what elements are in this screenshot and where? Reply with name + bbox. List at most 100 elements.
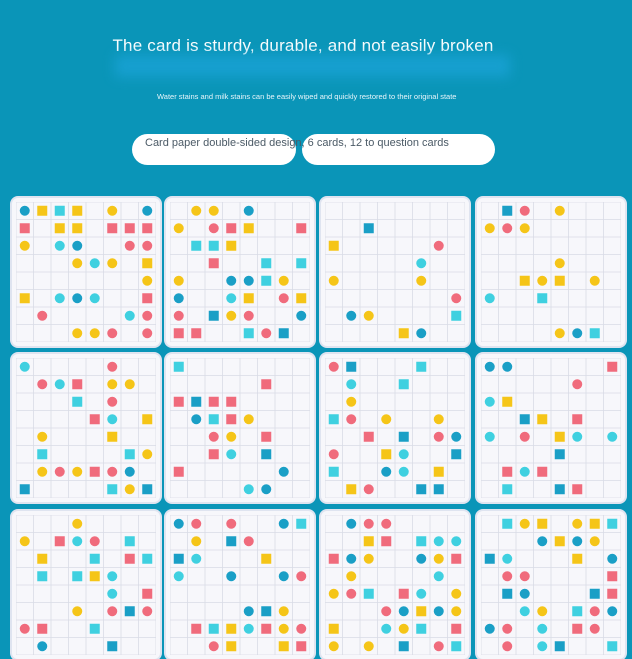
square-token <box>89 553 100 564</box>
circle-token <box>589 606 600 617</box>
square-token <box>243 293 254 304</box>
circle-token <box>416 275 427 286</box>
square-token <box>226 536 237 547</box>
square-token <box>208 310 219 321</box>
circle-token <box>142 310 153 321</box>
puzzle-card <box>166 354 314 502</box>
circle-token <box>191 536 202 547</box>
square-token <box>261 623 272 634</box>
circle-token <box>433 606 444 617</box>
square-token <box>278 641 289 652</box>
circle-token <box>72 536 83 547</box>
circle-token <box>416 258 427 269</box>
circle-token <box>519 466 530 477</box>
square-token <box>589 328 600 339</box>
square-token <box>191 240 202 251</box>
circle-token <box>89 536 100 547</box>
square-token <box>191 623 202 634</box>
circle-token <box>278 571 289 582</box>
square-token <box>124 223 135 234</box>
circle-token <box>107 379 118 390</box>
circle-token <box>296 623 307 634</box>
square-token <box>142 484 153 495</box>
square-token <box>537 293 548 304</box>
square-token <box>607 641 618 652</box>
circle-token <box>451 536 462 547</box>
circle-token <box>191 518 202 529</box>
square-token <box>226 396 237 407</box>
circle-token <box>537 606 548 617</box>
square-token <box>416 623 427 634</box>
headline: The card is sturdy, durable, and not eas… <box>112 36 494 55</box>
square-token <box>142 223 153 234</box>
card-grid-pattern <box>16 202 156 342</box>
square-token <box>226 414 237 425</box>
square-token <box>296 641 307 652</box>
circle-token <box>346 414 357 425</box>
square-token <box>363 223 374 234</box>
puzzle-card <box>166 511 314 659</box>
circle-token <box>607 553 618 564</box>
circle-token <box>484 623 495 634</box>
card-grid-pattern <box>325 202 465 342</box>
circle-token <box>296 310 307 321</box>
circle-token <box>37 431 48 442</box>
circle-token <box>346 571 357 582</box>
circle-token <box>72 518 83 529</box>
square-token <box>89 466 100 477</box>
card-grid-pattern <box>170 515 310 655</box>
circle-token <box>54 379 65 390</box>
square-token <box>173 396 184 407</box>
circle-token <box>107 588 118 599</box>
circle-token <box>278 518 289 529</box>
square-token <box>416 606 427 617</box>
circle-token <box>433 240 444 251</box>
circle-token <box>398 449 409 460</box>
circle-token <box>243 310 254 321</box>
circle-token <box>346 396 357 407</box>
circle-token <box>243 275 254 286</box>
circle-token <box>572 518 583 529</box>
circle-token <box>142 240 153 251</box>
square-token <box>72 396 83 407</box>
circle-token <box>19 536 30 547</box>
square-token <box>554 536 565 547</box>
square-token <box>519 275 530 286</box>
square-token <box>398 641 409 652</box>
circle-token <box>19 623 30 634</box>
square-token <box>554 449 565 460</box>
circle-token <box>37 641 48 652</box>
circle-token <box>451 606 462 617</box>
card-grid-pattern <box>170 202 310 342</box>
square-token <box>607 518 618 529</box>
square-token <box>124 553 135 564</box>
square-token <box>398 588 409 599</box>
circle-token <box>243 205 254 216</box>
square-token <box>89 623 100 634</box>
circle-token <box>124 310 135 321</box>
circle-token <box>363 518 374 529</box>
square-token <box>72 571 83 582</box>
square-token <box>124 606 135 617</box>
square-token <box>142 258 153 269</box>
circle-token <box>433 641 444 652</box>
square-token <box>208 240 219 251</box>
circle-token <box>416 553 427 564</box>
square-token <box>89 414 100 425</box>
square-token <box>502 484 513 495</box>
circle-token <box>484 223 495 234</box>
circle-token <box>37 466 48 477</box>
square-token <box>191 396 202 407</box>
circle-token <box>278 623 289 634</box>
square-token <box>261 431 272 442</box>
circle-token <box>243 414 254 425</box>
card-grid-pattern <box>325 515 465 655</box>
circle-token <box>537 275 548 286</box>
square-token <box>37 205 48 216</box>
circle-token <box>208 205 219 216</box>
square-token <box>572 606 583 617</box>
circle-token <box>519 588 530 599</box>
circle-token <box>243 536 254 547</box>
square-token <box>72 379 83 390</box>
circle-token <box>142 205 153 216</box>
